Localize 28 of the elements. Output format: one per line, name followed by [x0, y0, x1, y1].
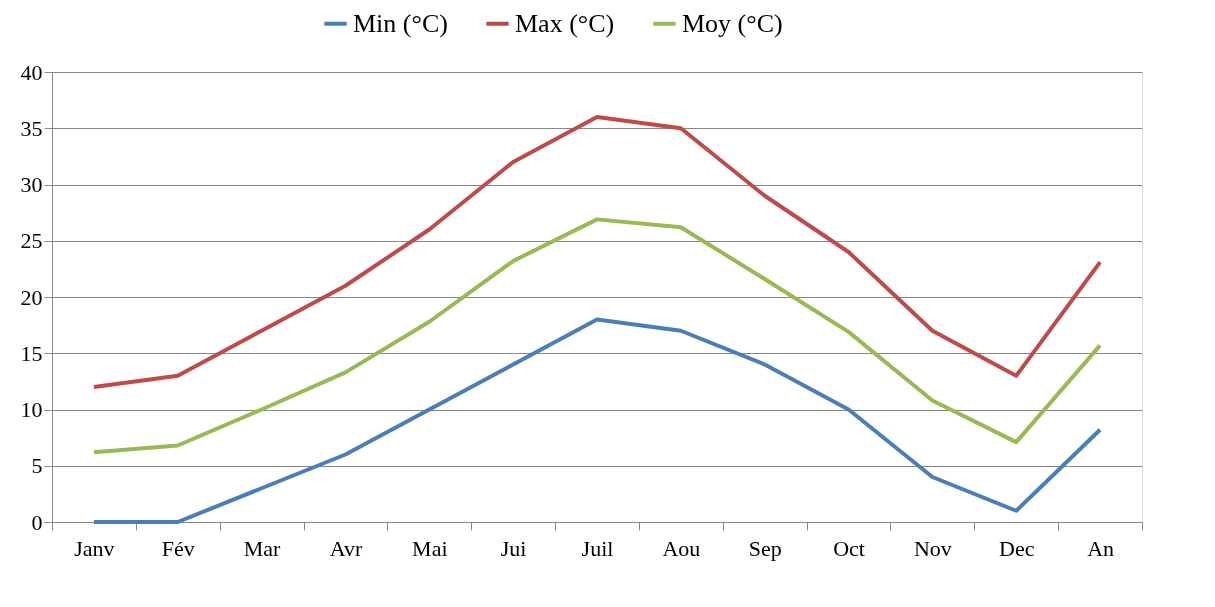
y-tick-label: 20 [20, 284, 43, 310]
x-tick-label: Sep [748, 535, 782, 561]
legend-label: Moy (°C) [682, 8, 783, 38]
y-tick-label: 10 [20, 397, 43, 422]
legend-label: Min (°C) [353, 8, 448, 38]
line-series [91, 317, 1103, 524]
x-tick-label: Nov [913, 535, 952, 561]
legend-label: Max (°C) [515, 8, 615, 38]
x-tick-label: Avr [329, 535, 363, 561]
y-tick-label: 15 [20, 340, 43, 366]
y-tick-label: 0 [31, 509, 43, 535]
x-tick-label: An [1087, 535, 1115, 561]
x-tick-label: Jui [500, 535, 527, 561]
x-tick-label: Dec [999, 535, 1035, 561]
x-tick-label: Oct [833, 535, 865, 561]
x-tick-label: Fév [161, 535, 195, 561]
x-tick-label: Mai [412, 535, 448, 561]
line-series [91, 217, 1103, 455]
y-tick-label: 25 [20, 228, 43, 254]
y-tick-label: 30 [20, 172, 43, 197]
x-tick-label: Janv [74, 535, 115, 561]
x-tick-label: Aou [662, 535, 701, 561]
x-tick-label: Juil [581, 535, 614, 561]
x-tick-label: Mar [243, 535, 282, 561]
y-tick-label: 40 [20, 59, 43, 85]
y-tick-label: 5 [31, 453, 43, 479]
y-tick-label: 35 [20, 115, 43, 141]
line-series [91, 115, 1103, 389]
